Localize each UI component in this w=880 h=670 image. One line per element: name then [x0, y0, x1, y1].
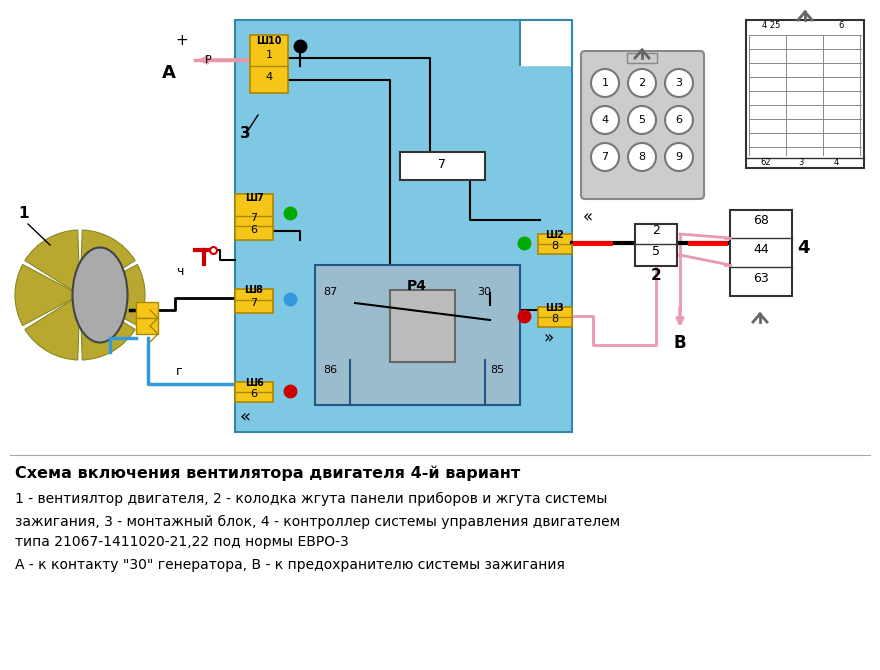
Circle shape — [665, 69, 693, 97]
Text: г: г — [176, 365, 183, 378]
Text: 1: 1 — [266, 50, 273, 60]
Ellipse shape — [72, 247, 128, 342]
Bar — [235, 194, 273, 240]
Text: 3: 3 — [240, 126, 251, 141]
Text: В: В — [674, 334, 686, 352]
Bar — [235, 382, 273, 402]
Text: 9: 9 — [676, 152, 683, 162]
Text: 4: 4 — [797, 239, 810, 257]
Text: 4: 4 — [833, 158, 839, 167]
Text: 30: 30 — [477, 287, 491, 297]
Text: 7: 7 — [601, 152, 609, 162]
Bar — [235, 20, 572, 432]
Bar — [136, 302, 158, 318]
Circle shape — [628, 143, 656, 171]
Text: 5: 5 — [639, 115, 646, 125]
Text: зажигания, 3 - монтажный блок, 4 - контроллер системы управления двигателем: зажигания, 3 - монтажный блок, 4 - контр… — [15, 515, 620, 529]
Bar — [250, 35, 288, 93]
Text: 2: 2 — [652, 224, 660, 237]
Text: A: A — [162, 64, 176, 82]
Text: Схема включения вентилятора двигателя 4-й вариант: Схема включения вентилятора двигателя 4-… — [15, 466, 520, 481]
Text: 7: 7 — [251, 298, 258, 308]
Text: 2: 2 — [638, 78, 646, 88]
Wedge shape — [15, 265, 80, 326]
Text: типа 21067-1411020-21,22 под нормы ЕВРО-3: типа 21067-1411020-21,22 под нормы ЕВРО-… — [15, 535, 348, 549]
Bar — [730, 210, 792, 296]
Text: 4: 4 — [601, 115, 609, 125]
Text: Ш7: Ш7 — [245, 193, 263, 203]
Text: 63: 63 — [753, 272, 769, 285]
Text: 6: 6 — [251, 389, 258, 399]
Text: 2: 2 — [650, 268, 662, 283]
Text: 62: 62 — [760, 158, 771, 167]
Text: P: P — [205, 55, 212, 65]
Text: ч: ч — [176, 265, 183, 278]
Text: 1: 1 — [602, 78, 608, 88]
Text: 7: 7 — [251, 213, 258, 223]
Wedge shape — [25, 295, 80, 360]
Text: 8: 8 — [552, 314, 559, 324]
Text: 1 - вентиялтор двигателя, 2 - колодка жгута панели приборов и жгута системы: 1 - вентиялтор двигателя, 2 - колодка жг… — [15, 492, 607, 506]
Bar — [136, 318, 158, 334]
Text: Ш6: Ш6 — [245, 378, 263, 388]
Text: «: « — [583, 208, 593, 226]
Text: «: « — [240, 408, 251, 426]
Bar — [400, 152, 485, 180]
Bar — [746, 20, 864, 168]
Text: 4 25: 4 25 — [762, 21, 781, 30]
Wedge shape — [80, 295, 136, 360]
Circle shape — [591, 106, 619, 134]
Circle shape — [591, 69, 619, 97]
Text: 3: 3 — [798, 158, 803, 167]
Text: Р4: Р4 — [407, 279, 427, 293]
Text: Ш3: Ш3 — [546, 303, 564, 313]
Wedge shape — [25, 230, 80, 295]
Wedge shape — [80, 265, 145, 326]
Bar — [315, 265, 520, 405]
Text: А - к контакту "30" генератора, В - к предохранителю системы зажигания: А - к контакту "30" генератора, В - к пр… — [15, 558, 565, 572]
Text: 6: 6 — [251, 225, 258, 235]
Text: 6: 6 — [676, 115, 683, 125]
Bar — [538, 307, 572, 327]
Text: +: + — [175, 33, 187, 48]
Text: Ш2: Ш2 — [546, 230, 564, 240]
Wedge shape — [80, 230, 136, 295]
Text: 8: 8 — [638, 152, 646, 162]
Text: 1: 1 — [18, 206, 28, 221]
Text: »: » — [543, 329, 554, 347]
Text: 85: 85 — [490, 365, 504, 375]
Text: Ш8: Ш8 — [245, 285, 263, 295]
Text: 4: 4 — [266, 72, 273, 82]
Text: 86: 86 — [323, 365, 337, 375]
Text: 8: 8 — [552, 241, 559, 251]
Circle shape — [628, 69, 656, 97]
Bar — [627, 53, 657, 63]
Text: 44: 44 — [753, 243, 769, 256]
Text: 5: 5 — [652, 245, 660, 258]
Bar — [635, 224, 677, 266]
Text: Ш10: Ш10 — [256, 36, 282, 46]
Bar — [390, 290, 455, 362]
Polygon shape — [520, 20, 572, 65]
Circle shape — [665, 143, 693, 171]
FancyBboxPatch shape — [581, 51, 704, 199]
Circle shape — [591, 143, 619, 171]
Text: 7: 7 — [438, 157, 446, 170]
Text: 3: 3 — [676, 78, 683, 88]
Text: 6: 6 — [839, 21, 844, 30]
Text: 68: 68 — [753, 214, 769, 227]
Bar — [538, 234, 572, 254]
Circle shape — [665, 106, 693, 134]
Text: 87: 87 — [323, 287, 337, 297]
Bar — [235, 289, 273, 313]
Circle shape — [628, 106, 656, 134]
